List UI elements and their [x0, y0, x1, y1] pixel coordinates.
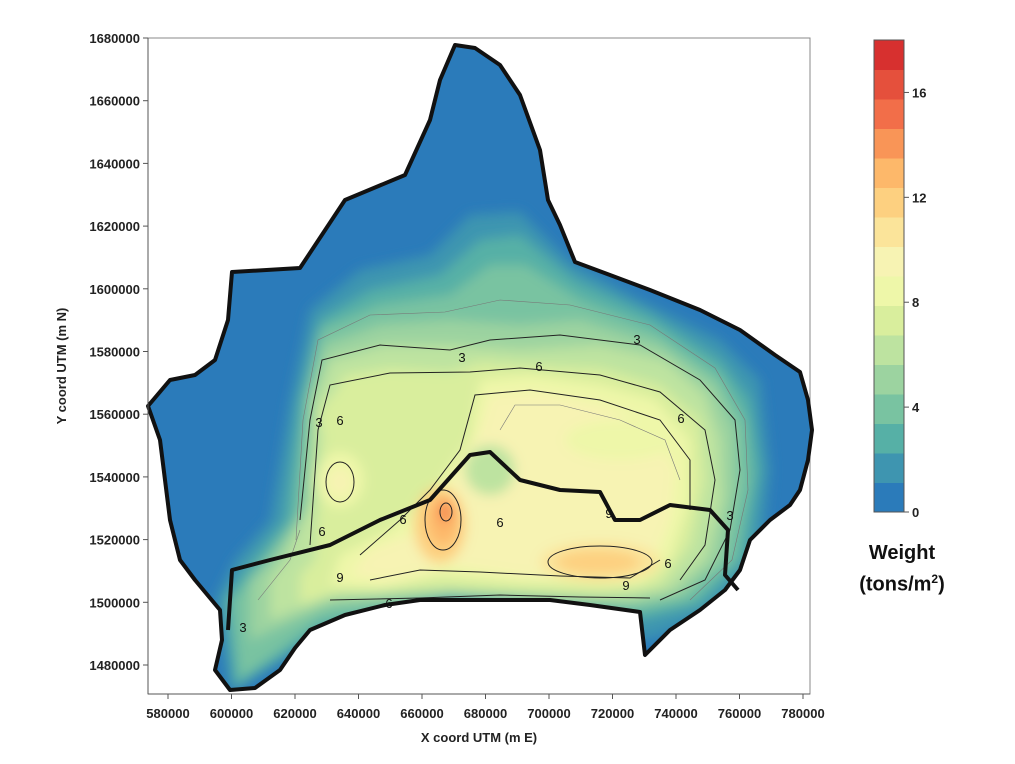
colorbar-title-line2: (tons/m2) [859, 572, 945, 596]
x-tick-label: 640000 [337, 706, 380, 721]
y-tick-label: 1680000 [89, 31, 140, 46]
y-tick-label: 1580000 [89, 345, 140, 360]
colorbar-swatch [874, 128, 904, 159]
y-tick-label: 1560000 [89, 407, 140, 422]
colorbar-swatch [874, 453, 904, 483]
colorbar-swatch [874, 364, 904, 395]
colorbar-swatch [874, 158, 904, 188]
colorbar-swatch [874, 69, 904, 100]
contour-label: 3 [458, 350, 465, 365]
colorbar-swatch [874, 423, 904, 454]
x-tick-label: 660000 [400, 706, 443, 721]
contour-label: 6 [399, 512, 406, 527]
colorbar-swatch [874, 305, 904, 336]
contour-label: 6 [677, 411, 684, 426]
colorbar-swatch [874, 217, 904, 247]
colorbar-swatch [874, 394, 904, 424]
x-tick-label: 780000 [781, 706, 824, 721]
x-axis-title: X coord UTM (m E) [421, 730, 537, 745]
x-tick-label: 600000 [210, 706, 253, 721]
x-tick-label: 580000 [146, 706, 189, 721]
colorbar-tick-label: 4 [912, 400, 920, 415]
y-tick-label: 1500000 [89, 595, 140, 610]
y-tick-label: 1620000 [89, 219, 140, 234]
colorbar-swatch [874, 482, 904, 513]
contour-label: 6 [496, 515, 503, 530]
colorbar-swatch [874, 40, 904, 70]
colorbar: 0 4 8 12 16 [873, 39, 926, 520]
y-tick-label: 1640000 [89, 156, 140, 171]
contour-label: 6 [664, 556, 671, 571]
colorbar-tick-label: 8 [912, 295, 919, 310]
x-tick-label: 680000 [464, 706, 507, 721]
y-tick-label: 1520000 [89, 533, 140, 548]
y-tick-label: 1660000 [89, 94, 140, 109]
region-outline [146, 43, 814, 692]
contour-label: 3 [315, 415, 322, 430]
contour-label: 3 [726, 508, 733, 523]
y-tick-label: 1540000 [89, 470, 140, 485]
contour-label: 6 [385, 596, 392, 611]
x-tick-label: 740000 [654, 706, 697, 721]
contour-label: 6 [535, 359, 542, 374]
contour-label: 6 [336, 413, 343, 428]
contour-label: 9 [605, 506, 612, 521]
y-tick-label: 1480000 [89, 658, 140, 673]
y-axis: 1480000 1500000 1520000 1540000 1560000 15800… [89, 31, 149, 694]
colorbar-swatch [874, 187, 904, 218]
x-axis: 580000 600000 620000 640000 660000 680000 7000… [146, 693, 825, 721]
colorbar-title-line1: Weight [868, 542, 936, 564]
x-tick-label: 720000 [591, 706, 634, 721]
contour-label: 3 [633, 332, 640, 347]
y-tick-label: 1600000 [89, 282, 140, 297]
colorbar-swatch [874, 246, 904, 277]
colorbar-swatch [874, 276, 904, 306]
x-tick-label: 700000 [527, 706, 570, 721]
x-tick-label: 620000 [273, 706, 316, 721]
contour-label: 3 [239, 620, 246, 635]
y-axis-title: Y coord UTM (m N) [54, 308, 69, 425]
x-tick-label: 760000 [718, 706, 761, 721]
contour-label: 6 [318, 524, 325, 539]
colorbar-tick-label: 0 [912, 505, 919, 520]
colorbar-swatch [874, 335, 904, 365]
colorbar-tick-label: 12 [912, 190, 926, 205]
colorbar-tick-label: 16 [912, 85, 926, 100]
colorbar-swatch [874, 99, 904, 129]
contour-label: 9 [336, 570, 343, 585]
contour-label: 9 [622, 578, 629, 593]
colorbar-title: Weight (tons/m2) [842, 540, 962, 598]
